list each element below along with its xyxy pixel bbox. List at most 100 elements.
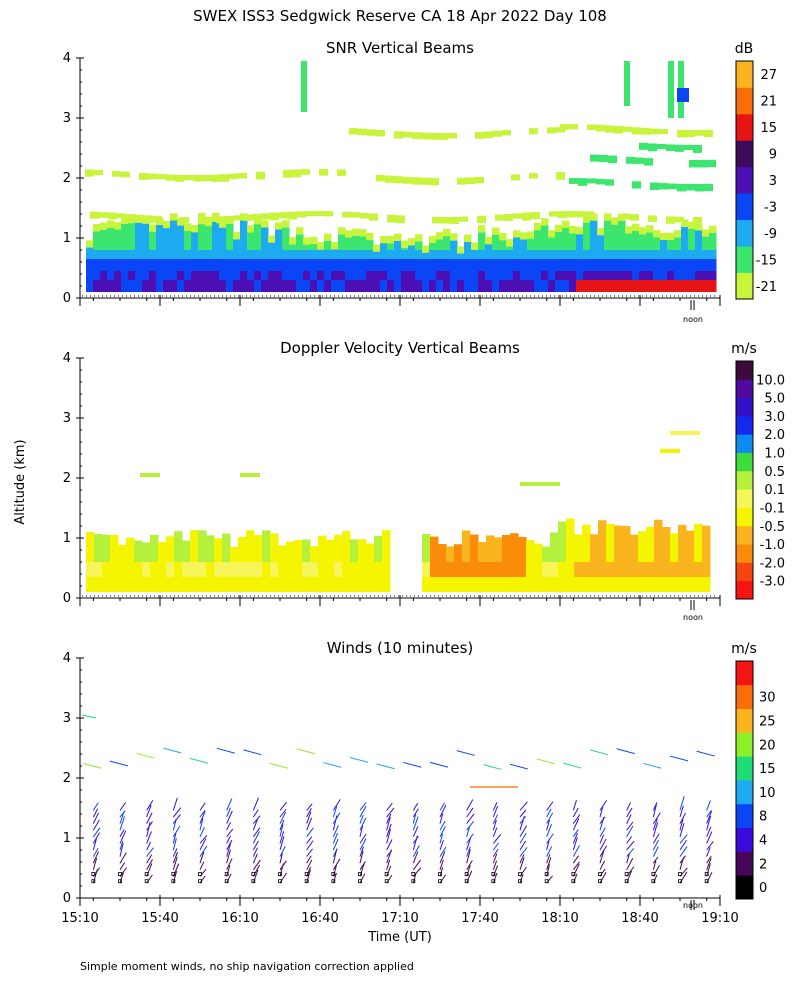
snr-cell xyxy=(177,225,185,250)
snr-layer-cell xyxy=(677,183,686,192)
wind-barb xyxy=(119,816,125,831)
colorbar-label: 10 xyxy=(759,786,776,801)
velocity-cell xyxy=(558,562,567,577)
snr-cell xyxy=(366,271,374,280)
snr-cell xyxy=(184,259,192,271)
snr-panel-title: SNR Vertical Beams xyxy=(326,39,474,57)
wind-barb xyxy=(706,858,712,870)
snr-cell xyxy=(597,235,605,250)
wind-barb xyxy=(536,758,555,765)
wind-barb xyxy=(226,849,231,864)
snr-cell xyxy=(429,250,437,259)
colorbar-label: -3 xyxy=(764,200,777,215)
wind-barb xyxy=(626,840,635,851)
snr-cell xyxy=(163,228,171,250)
velocity-cell xyxy=(94,577,103,592)
snr-layer-cell xyxy=(556,172,565,180)
snr-cell xyxy=(275,222,283,230)
snr-cell xyxy=(576,227,584,235)
snr-cell xyxy=(478,271,486,280)
snr-cell xyxy=(674,280,682,292)
wind-barb xyxy=(146,841,152,851)
snr-layer-cell xyxy=(180,216,189,224)
snr-cell xyxy=(548,271,556,280)
snr-layer-cell xyxy=(695,183,704,192)
snr-layer-cell xyxy=(234,215,243,221)
wind-barb xyxy=(199,802,206,811)
wind-barb xyxy=(412,802,419,811)
colorbar-swatch xyxy=(736,193,753,221)
snr-layer-cell xyxy=(641,127,650,135)
wind-barb xyxy=(279,801,288,811)
colorbar-frame xyxy=(735,660,754,900)
colorbar-label: 4 xyxy=(759,834,767,849)
snr-cell xyxy=(163,271,171,280)
calm-marker xyxy=(224,872,229,876)
velocity-cell xyxy=(422,533,431,562)
wind-barb xyxy=(706,826,712,837)
wind-barb xyxy=(492,827,498,837)
snr-layer-cell xyxy=(421,132,430,140)
snr-cell xyxy=(667,239,675,250)
snr-cell xyxy=(331,271,339,280)
wind-barb xyxy=(83,762,102,769)
wind-barb xyxy=(359,850,364,864)
wind-barb xyxy=(599,816,606,824)
colorbar-swatch xyxy=(736,434,753,453)
snr-cell xyxy=(247,250,255,259)
snr-cell xyxy=(471,259,479,271)
wind-barb xyxy=(279,811,287,824)
wind-barb xyxy=(279,853,283,864)
snr-layer-cell xyxy=(301,169,310,175)
snr-cell xyxy=(191,225,199,233)
snr-cell xyxy=(513,259,521,271)
snr-layer-cell xyxy=(695,129,704,136)
snr-cell xyxy=(191,271,199,280)
velocity-cell xyxy=(446,546,455,562)
colorbar-swatch xyxy=(736,397,753,417)
snr-cell xyxy=(373,250,381,259)
calm-marker xyxy=(118,872,122,876)
snr-cell xyxy=(226,223,234,250)
snr-layer-cell xyxy=(587,178,596,184)
snr-layer-cell xyxy=(457,177,466,185)
wind-barb xyxy=(439,874,447,884)
calm-marker xyxy=(544,872,549,876)
snr-cell xyxy=(233,250,241,259)
y-tick-label: 0 xyxy=(63,891,71,906)
snr-cell xyxy=(282,220,290,228)
wind-barb xyxy=(386,817,391,831)
snr-cell xyxy=(324,240,332,250)
wind-barb xyxy=(306,827,314,838)
wind-barb xyxy=(359,825,364,837)
colorbar-label: 21 xyxy=(760,95,777,110)
wind-barb xyxy=(626,807,633,818)
velocity-cell xyxy=(590,577,599,592)
colorbar-swatch xyxy=(736,219,753,247)
velocity-cell xyxy=(342,531,351,562)
wind-barb xyxy=(386,839,393,851)
velocity-cell xyxy=(158,542,167,562)
wind-barb xyxy=(626,870,632,884)
snr-cell xyxy=(520,250,528,259)
velocity-cell xyxy=(134,540,143,562)
snr-cell xyxy=(653,230,661,238)
velocity-cell xyxy=(294,539,303,562)
wind-barb xyxy=(599,838,607,851)
snr-cell xyxy=(415,250,423,259)
winds-panel: Winds (10 minutes) m/s 0 1 2 3 4 15:10 15:40 16… xyxy=(61,639,775,926)
snr-layer-cell xyxy=(252,213,261,221)
y-tick-label: 2 xyxy=(63,171,71,186)
snr-cell xyxy=(268,242,276,250)
snr-layer-cell xyxy=(639,142,648,150)
snr-cell xyxy=(562,271,570,280)
snr-cell xyxy=(674,230,682,238)
colorbar-swatch xyxy=(736,684,753,709)
snr-layer-cell xyxy=(648,215,657,222)
snr-layer-cell xyxy=(108,212,117,220)
wind-barb xyxy=(332,872,337,884)
wind-barb xyxy=(439,839,444,851)
snr-cell xyxy=(597,250,605,259)
snr-cell xyxy=(121,259,129,271)
snr-cell xyxy=(520,232,528,240)
